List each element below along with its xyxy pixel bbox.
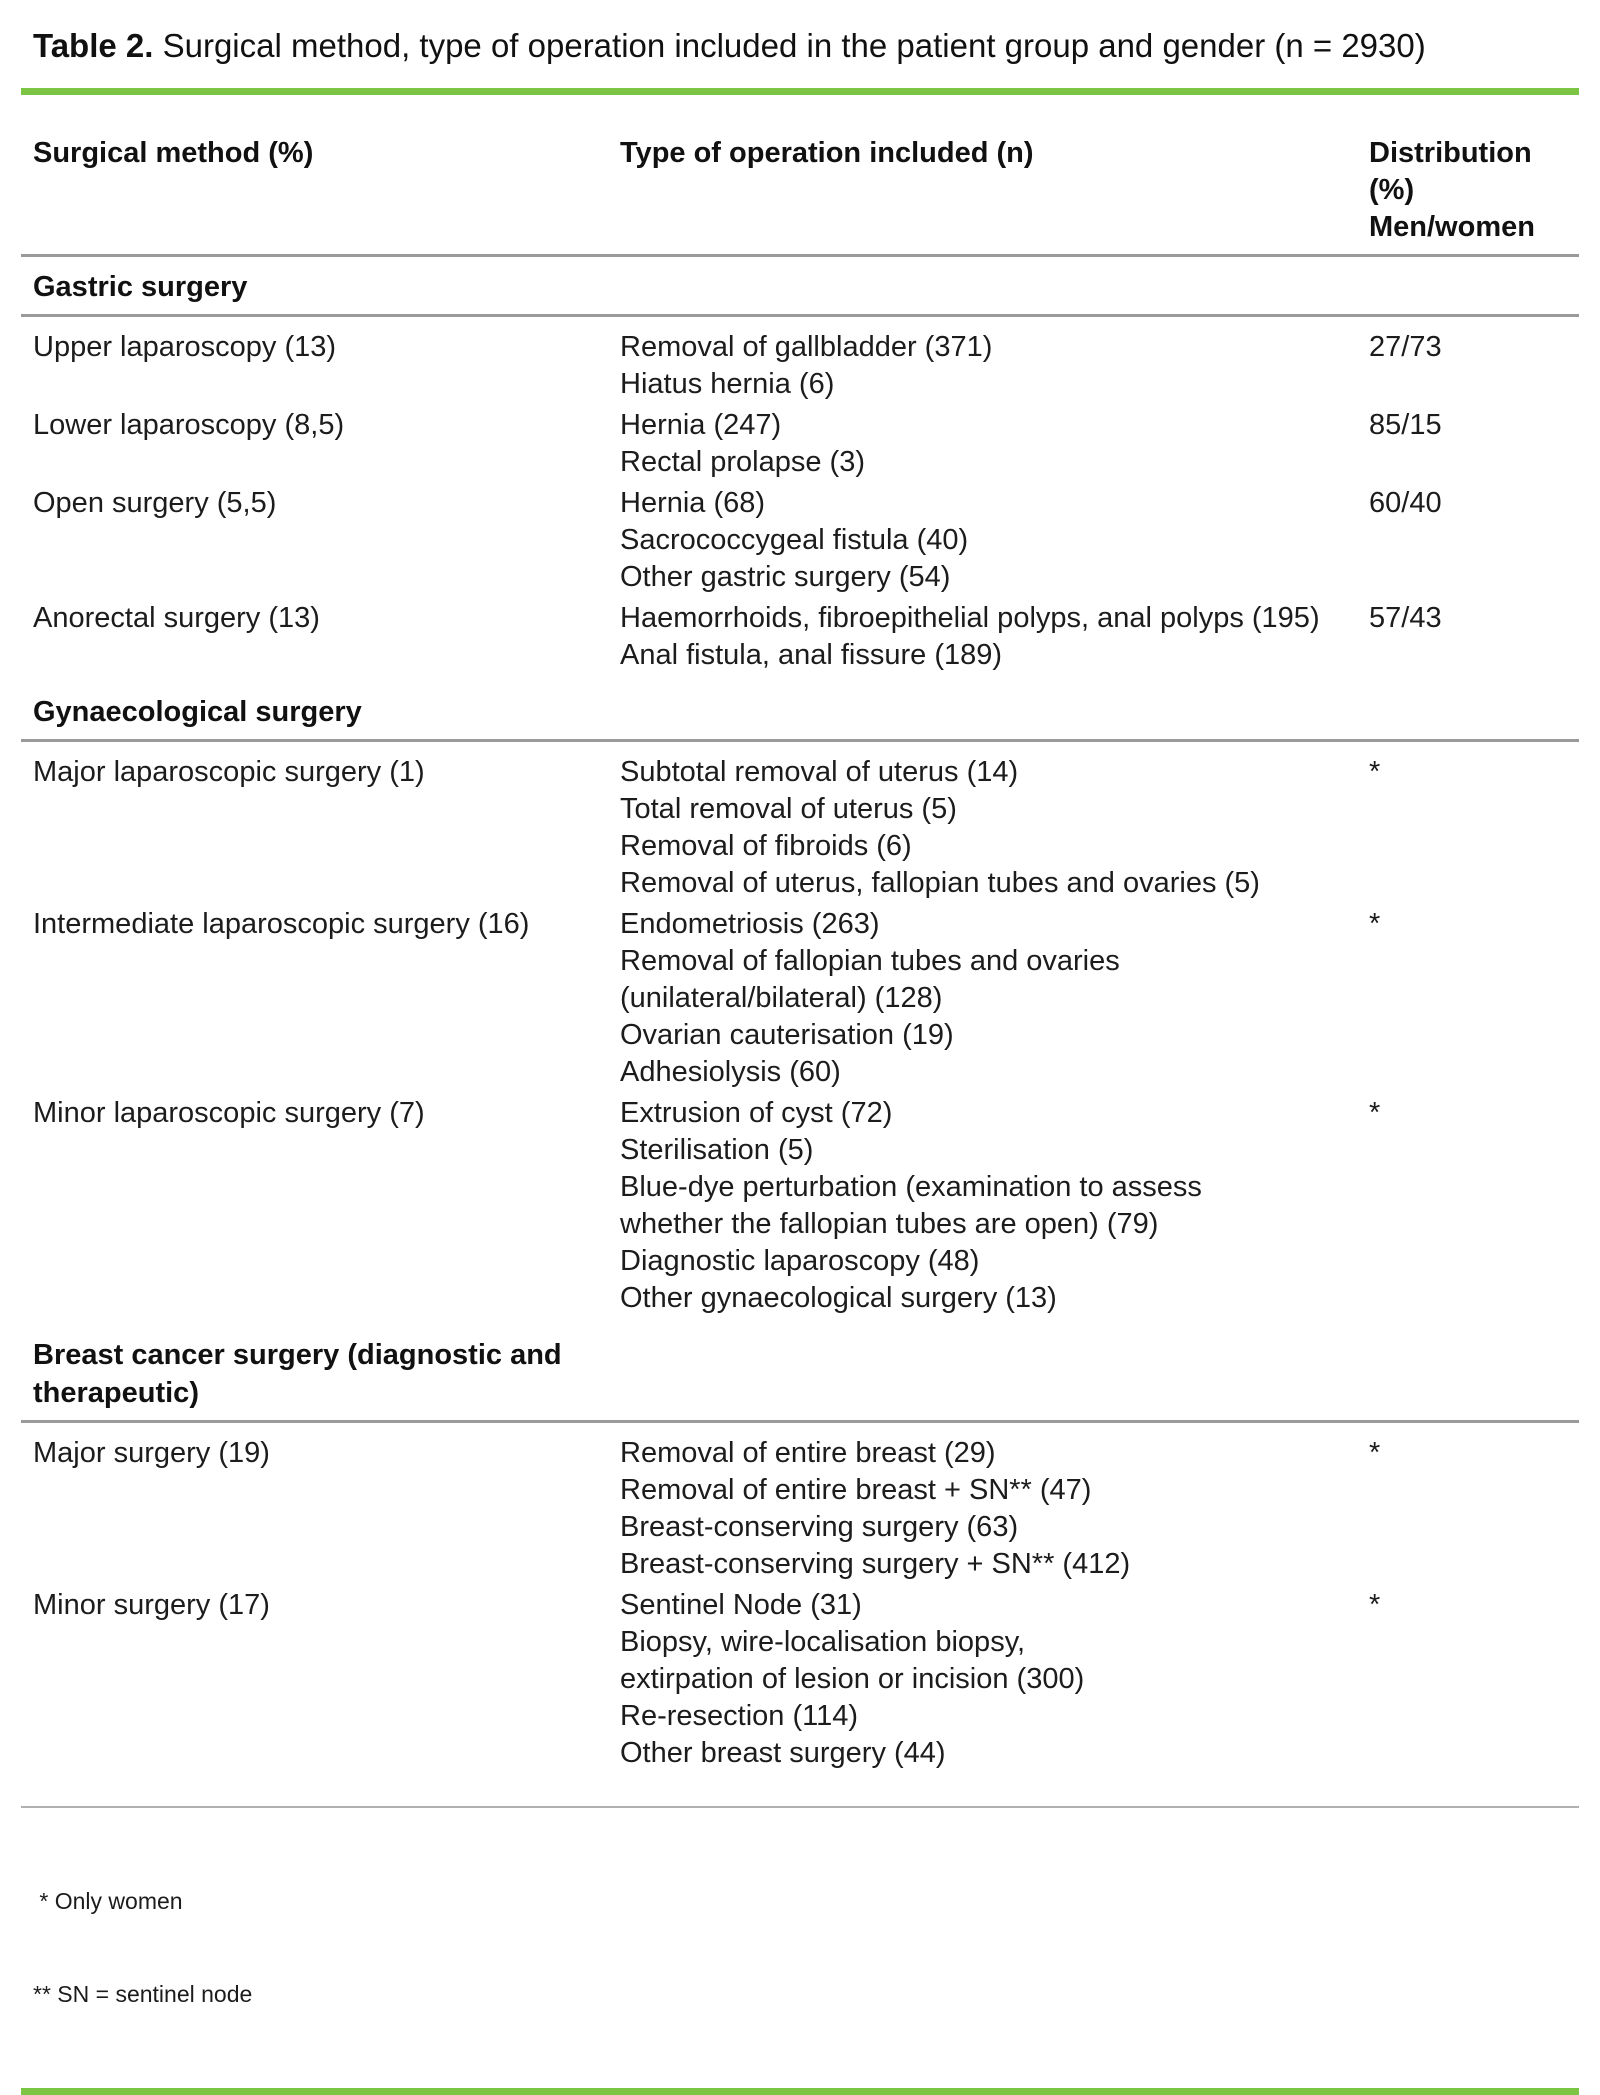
footnote-sn-definition: ** SN = sentinel node xyxy=(33,1981,253,2007)
footnotes: * Only women ** SN = sentinel node xyxy=(33,1824,1567,2072)
table-row: Upper laparoscopy (13) Removal of gallbl… xyxy=(33,329,1567,403)
table-row: Major laparoscopic surgery (1) Subtotal … xyxy=(33,754,1567,902)
surgical-method-cell: Intermediate laparoscopic surgery (16) xyxy=(33,908,530,940)
section-rule xyxy=(21,739,1579,742)
surgical-method-cell: Upper laparoscopy (13) xyxy=(33,331,337,363)
distribution-cell: 27/73 xyxy=(1369,331,1442,363)
header-bottom-rule xyxy=(21,254,1579,257)
distribution-cell: 85/15 xyxy=(1369,409,1442,441)
table-row: Anorectal surgery (13) Haemorrhoids, fib… xyxy=(33,600,1567,674)
operations-cell: Hernia (247) Rectal prolapse (3) xyxy=(620,409,865,478)
footnote-only-women: * Only women xyxy=(33,1888,183,1914)
operations-cell: Extrusion of cyst (72) Sterilisation (5)… xyxy=(620,1097,1202,1314)
distribution-cell: * xyxy=(1369,1437,1381,1469)
distribution-cell: * xyxy=(1369,1097,1381,1129)
footnote-top-rule xyxy=(21,1806,1579,1808)
section-rows: Major laparoscopic surgery (1) Subtotal … xyxy=(33,742,1567,1325)
col-header-surgical-method: Surgical method (%) xyxy=(33,137,314,169)
surgical-method-cell: Minor laparoscopic surgery (7) xyxy=(33,1097,425,1129)
table-number-label: Table 2. xyxy=(33,27,154,64)
section-rule xyxy=(21,314,1579,317)
surgical-method-cell: Major laparoscopic surgery (1) xyxy=(33,756,425,788)
section-heading: Gastric surgery xyxy=(33,271,248,303)
table-row: Lower laparoscopy (8,5) Hernia (247) Rec… xyxy=(33,407,1567,481)
distribution-cell: * xyxy=(1369,756,1381,788)
operations-cell: Haemorrhoids, fibroepithelial polyps, an… xyxy=(620,602,1320,671)
paper-table-page: Table 2. Surgical method, type of operat… xyxy=(21,14,1579,2095)
bottom-green-rule xyxy=(21,2088,1579,2095)
table-caption: Surgical method, type of operation inclu… xyxy=(153,27,1426,64)
section-rows: Major surgery (19) Removal of entire bre… xyxy=(33,1423,1567,1780)
surgical-method-cell: Minor surgery (17) xyxy=(33,1589,270,1621)
table-row: Intermediate laparoscopic surgery (16) E… xyxy=(33,906,1567,1091)
section-heading: Breast cancer surgery (diagnostic and th… xyxy=(33,1339,562,1409)
col-header-type-of-operation: Type of operation included (n) xyxy=(620,137,1034,169)
operations-cell: Removal of gallbladder (371) Hiatus hern… xyxy=(620,331,993,400)
distribution-cell: * xyxy=(1369,1589,1381,1621)
table-row: Minor laparoscopic surgery (7) Extrusion… xyxy=(33,1095,1567,1317)
surgical-method-cell: Anorectal surgery (13) xyxy=(33,602,320,634)
surgical-method-cell: Open surgery (5,5) xyxy=(33,487,277,519)
distribution-cell: 57/43 xyxy=(1369,602,1442,634)
distribution-cell: * xyxy=(1369,908,1381,940)
operations-cell: Removal of entire breast (29) Removal of… xyxy=(620,1437,1131,1580)
section-gynaecological-surgery: Gynaecological surgery Major laparoscopi… xyxy=(21,682,1579,1325)
surgical-method-cell: Major surgery (19) xyxy=(33,1437,270,1469)
section-heading: Gynaecological surgery xyxy=(33,696,362,728)
operations-cell: Endometriosis (263) Removal of fallopian… xyxy=(620,908,1120,1088)
section-gastric-surgery: Gastric surgery Upper laparoscopy (13) R… xyxy=(21,257,1579,682)
operations-cell: Hernia (68) Sacrococcygeal fistula (40) … xyxy=(620,487,969,593)
table-title: Table 2. Surgical method, type of operat… xyxy=(33,14,1567,70)
column-header-row: Surgical method (%) Type of operation in… xyxy=(33,135,1567,246)
operations-cell: Subtotal removal of uterus (14) Total re… xyxy=(620,756,1260,899)
distribution-cell: 60/40 xyxy=(1369,487,1442,519)
section-rule xyxy=(21,1420,1579,1423)
section-rows: Upper laparoscopy (13) Removal of gallbl… xyxy=(33,317,1567,682)
col-header-distribution: Distribution (%) Men/women xyxy=(1369,137,1535,243)
surgical-method-cell: Lower laparoscopy (8,5) xyxy=(33,409,345,441)
top-green-rule xyxy=(21,88,1579,95)
table-row: Open surgery (5,5) Hernia (68) Sacrococc… xyxy=(33,485,1567,596)
table-row: Minor surgery (17) Sentinel Node (31) Bi… xyxy=(33,1587,1567,1772)
section-breast-cancer-surgery: Breast cancer surgery (diagnostic and th… xyxy=(21,1325,1579,1780)
operations-cell: Sentinel Node (31) Biopsy, wire-localisa… xyxy=(620,1589,1085,1769)
table-row: Major surgery (19) Removal of entire bre… xyxy=(33,1435,1567,1583)
